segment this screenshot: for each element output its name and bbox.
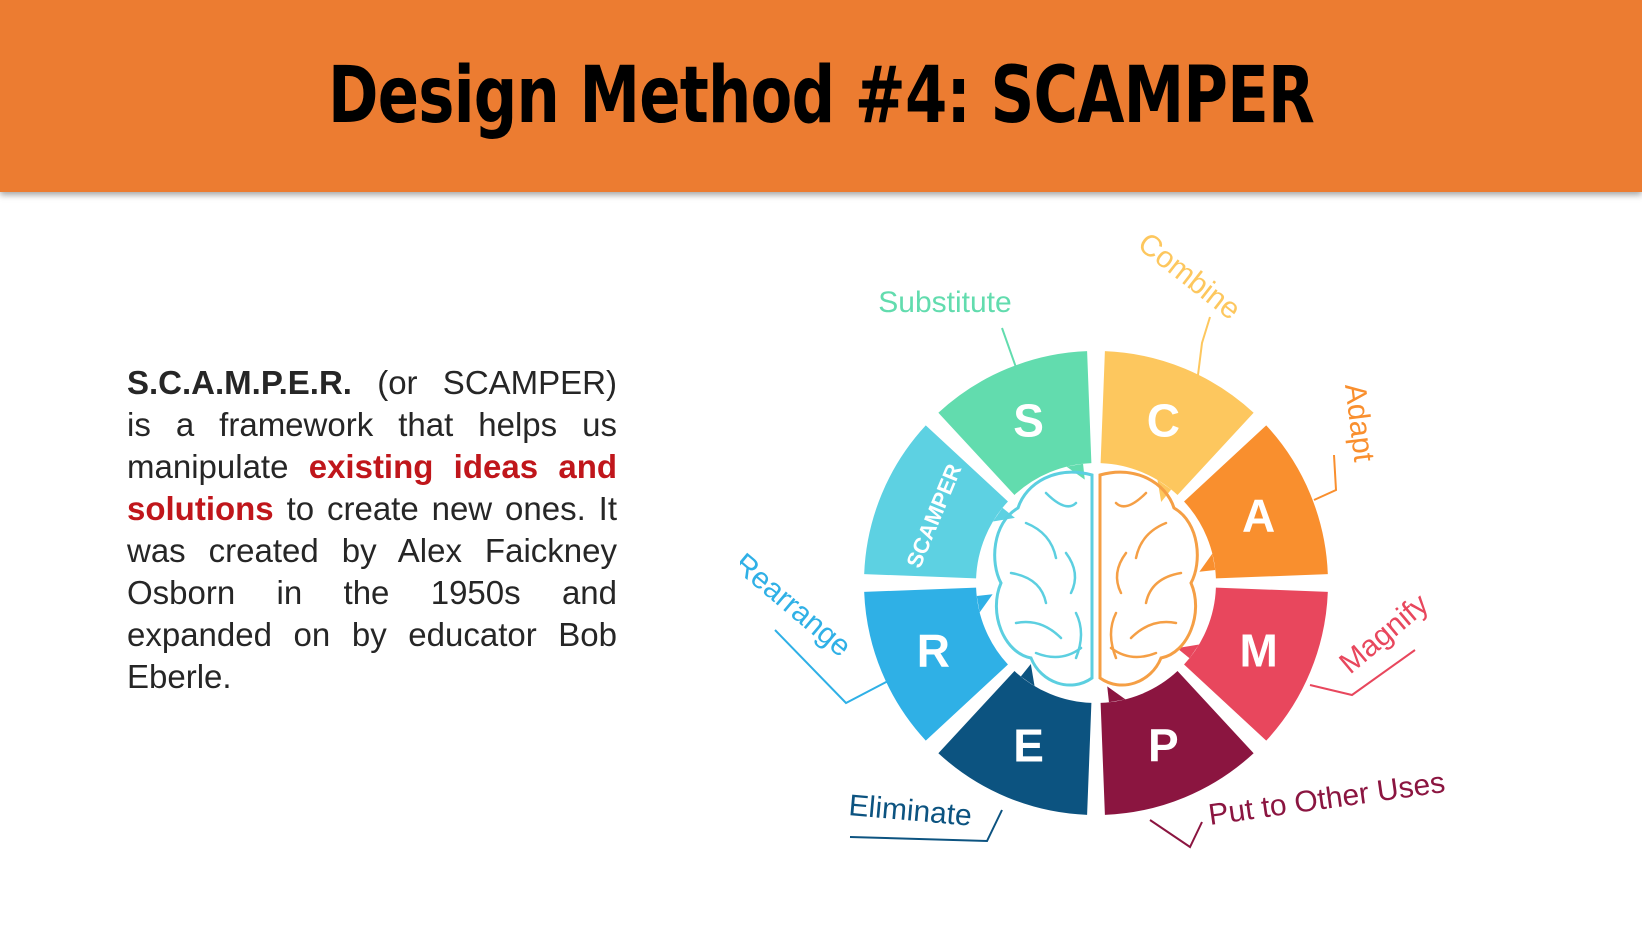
segment-letter-r: R (917, 624, 950, 676)
label-eliminate: Eliminate (847, 789, 973, 833)
leader-line-a (1313, 454, 1338, 501)
title-banner: Design Method #4: SCAMPER (0, 0, 1642, 192)
segment-a-notch (1199, 553, 1216, 572)
segment-letter-m: M (1239, 624, 1277, 676)
label-adapt: Adapt (1338, 382, 1380, 464)
brain-icon (993, 470, 1199, 687)
brain-fold-left (1064, 551, 1077, 595)
brain-fold-left (1024, 521, 1058, 560)
label-magnify: Magnify (1333, 588, 1435, 681)
brain-fold-right (1114, 491, 1148, 508)
brain-fold-left (1074, 611, 1083, 660)
segment-labels: Substitute Combine Adapt Magnify Put to Othe… (740, 227, 1447, 849)
leader-line-c (1184, 316, 1211, 391)
brain-fold-right (1109, 611, 1118, 660)
segment-m (1184, 587, 1328, 741)
brain-fold-left (1034, 646, 1083, 659)
segment-c (1100, 351, 1254, 495)
description-text-2: to create new ones. It was created by Al… (127, 490, 617, 695)
segment-letter-s: S (1013, 394, 1044, 446)
label-substitute: Substitute (878, 286, 1011, 319)
brain-fold-right (1134, 521, 1168, 560)
brain-fold-left (1014, 620, 1063, 640)
segment-r (864, 587, 1008, 741)
leader-line-s (1001, 327, 1021, 391)
description-paragraph: S.C.A.M.P.E.R. (or SCAMPER) is a framewo… (127, 362, 617, 698)
page-title: Design Method #4: SCAMPER (327, 51, 1315, 141)
leader-line-r (774, 629, 891, 705)
brain-fold-right (1109, 646, 1158, 659)
brain-right-hemisphere (1098, 470, 1199, 687)
segment-letter-a: A (1242, 490, 1275, 542)
leader-line-e (849, 809, 1003, 843)
segment-letter-e: E (1013, 720, 1044, 772)
brain-fold-right (1144, 571, 1183, 605)
label-combine: Combine (1132, 227, 1247, 327)
segment-letter-p: P (1148, 720, 1179, 772)
segment-scamper (864, 425, 1008, 579)
segment-letter-c: C (1147, 394, 1180, 446)
brain-fold-left (1009, 571, 1048, 605)
segment-r-notch (976, 594, 993, 613)
segment-a (1184, 425, 1328, 579)
brain-fold-right (1129, 620, 1178, 640)
brain-left-hemisphere (993, 470, 1094, 687)
segment-e (938, 671, 1092, 815)
label-put-to-other-uses: Put to Other Uses (1206, 766, 1447, 832)
brain-fold-left (1044, 491, 1078, 508)
scamper-acronym: S.C.A.M.P.E.R. (127, 364, 352, 401)
segment-scamper-notch (992, 507, 1015, 522)
label-rearrange: Rearrange (740, 547, 857, 663)
segment-e-notch (1020, 664, 1035, 687)
brain-fold-right (1115, 551, 1128, 595)
leader-line-p (1149, 819, 1203, 849)
highlight-text: existing ideas and solutions (127, 448, 618, 527)
segment-p-notch (1107, 686, 1126, 703)
segment-s (938, 351, 1092, 495)
segment-p (1100, 671, 1254, 815)
segment-m-notch (1177, 644, 1200, 659)
leader-line-m (1309, 649, 1416, 697)
description-text-1: (or SCAMPER) is a framework that helps u… (127, 364, 617, 485)
